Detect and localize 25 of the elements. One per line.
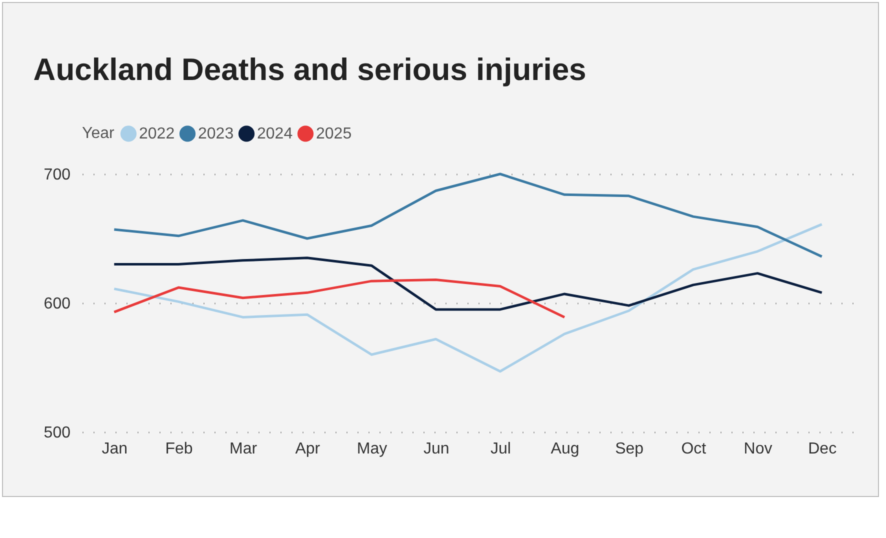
line-series [112,223,824,373]
legend-label: 2022 [139,126,175,143]
x-tick-label: Aug [550,440,580,458]
line-series [112,278,566,318]
x-tick-label: Sep [615,440,644,458]
x-tick-label: May [356,440,388,458]
x-tick-label: Jan [102,440,128,458]
y-tick-label: 600 [44,296,71,312]
x-tick-label: Apr [295,440,321,458]
x-tick-label: Oct [681,440,707,458]
x-tick-label: Mar [230,440,258,458]
legend-label: 2024 [257,126,293,143]
legend-title: Year [82,125,115,142]
x-tick-label: Dec [808,440,837,458]
line-series [112,172,824,258]
legend-label: 2023 [198,126,234,143]
x-tick-label: Jun [423,440,450,458]
x-tick-label: Nov [744,440,772,458]
y-tick-label: 700 [44,166,71,184]
x-tick-label: Jul [490,440,511,458]
x-tick-label: Feb [165,440,193,458]
line-series [112,256,824,311]
y-tick-label: 500 [44,424,71,442]
legend-label: 2025 [316,126,352,143]
chart-title: Auckland Deaths and serious injuries [33,52,586,87]
